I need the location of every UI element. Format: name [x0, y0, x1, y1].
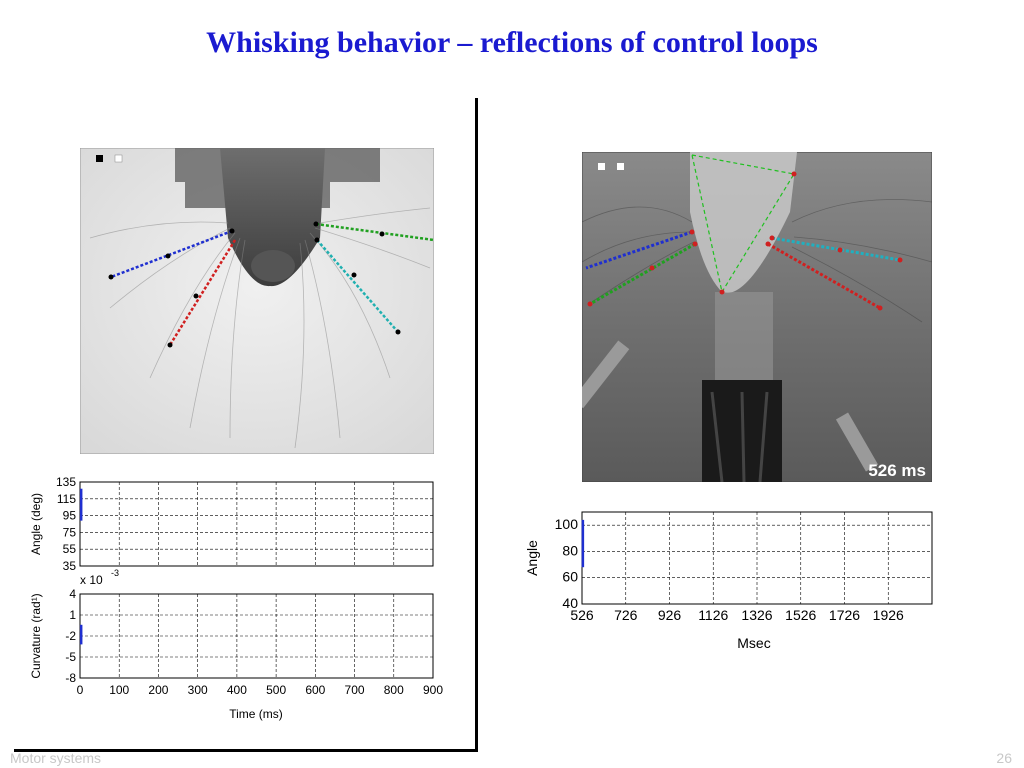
x-tick-label: 100 [109, 683, 129, 697]
curvature-axes: 4 1 -2 -5 -8 0 100 200 300 400 500 600 700 800 900 [65, 587, 443, 697]
y-tick-label: 95 [63, 509, 77, 523]
x-tick-label: 1126 [698, 607, 728, 623]
x-tick-label: 300 [188, 683, 208, 697]
x-tick-label: 1726 [829, 607, 860, 623]
x-tick-label: 900 [423, 683, 443, 697]
left-figure-panel: 135 115 95 75 55 35 Angle (deg) x 10 -3 4 1 -2 -… [14, 98, 478, 752]
exponent-label: x 10 [80, 573, 103, 587]
x-tick-label: 700 [345, 683, 365, 697]
msec-xlabel: Msec [737, 635, 770, 651]
x-tick-label: 1326 [741, 607, 772, 623]
right-whisker-video-frame: 526 ms [582, 152, 932, 482]
x-tick-label: 926 [658, 607, 682, 623]
angle-msec-axes: 100 80 60 40 526 726 926 1126 1326 1526 1726 1926 [555, 511, 933, 623]
y-tick-label: 40 [562, 595, 578, 611]
y-tick-label: 60 [562, 569, 578, 585]
x-tick-label: 726 [614, 607, 638, 623]
slide-title: Whisking behavior – reflections of contr… [206, 26, 818, 59]
curvature-plot: 4 1 -2 -5 -8 0 100 200 300 400 500 600 700 800 900 Cu… [29, 587, 470, 724]
y-tick-label: -5 [65, 650, 76, 664]
y-tick-label: 1 [69, 608, 76, 622]
exponent-power: -3 [111, 568, 119, 578]
page-number: 26 [996, 750, 1012, 766]
y-tick-label: 4 [69, 587, 76, 601]
x-tick-label: 526 [570, 607, 594, 623]
curvature-ylabel: Curvature (rad¹) [29, 593, 43, 678]
y-tick-label: 35 [63, 559, 77, 573]
angle-deg-ylabel: Angle (deg) [29, 493, 43, 555]
y-tick-label: 75 [63, 525, 77, 539]
angle-msec-plot: 100 80 60 40 526 726 926 1126 1326 1526 1726 1926 … [524, 511, 982, 652]
y-tick-label: 115 [57, 492, 76, 506]
x-tick-label: 600 [305, 683, 325, 697]
y-tick-label: 135 [56, 475, 76, 489]
angle-deg-plot: 135 115 95 75 55 35 Angle (deg) x 10 -3 [29, 475, 470, 587]
left-whisker-video-frame [80, 148, 434, 454]
y-tick-label: 55 [63, 542, 77, 556]
x-tick-label: 200 [148, 683, 168, 697]
angle-ylabel: Angle [524, 540, 540, 576]
y-tick-label: 100 [555, 516, 579, 532]
x-tick-label: 800 [384, 683, 404, 697]
x-tick-label: 1926 [873, 607, 904, 623]
y-tick-label: 80 [562, 542, 578, 558]
y-tick-label: -8 [65, 671, 76, 685]
x-tick-label: 500 [266, 683, 286, 697]
x-tick-label: 0 [77, 683, 84, 697]
footer-section-label: Motor systems [10, 750, 102, 766]
time-ms-xlabel: Time (ms) [229, 707, 283, 721]
time-badge: 526 ms [868, 461, 926, 480]
y-tick-label: -2 [65, 629, 76, 643]
x-tick-label: 400 [227, 683, 247, 697]
x-tick-label: 1526 [785, 607, 816, 623]
angle-deg-axes: 135 115 95 75 55 35 [56, 475, 434, 573]
